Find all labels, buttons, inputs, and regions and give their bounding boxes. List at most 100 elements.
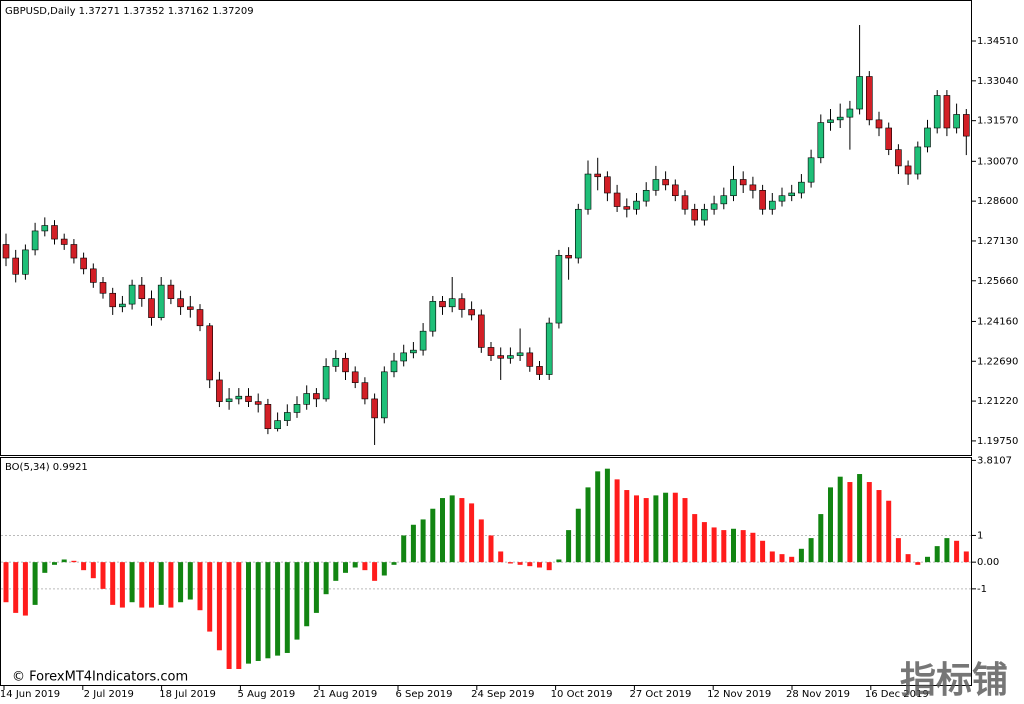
candle-body	[555, 255, 563, 324]
candle-body	[652, 179, 660, 191]
histogram-bar	[954, 540, 960, 563]
candle-body	[235, 395, 243, 400]
histogram-bar	[769, 551, 775, 563]
x-tick-label: 14 Jun 2019	[0, 689, 60, 700]
candle-body	[439, 301, 446, 308]
candle-body	[380, 371, 388, 419]
candle-body	[22, 249, 29, 275]
histogram-bar	[546, 562, 552, 571]
candle-body	[342, 357, 349, 373]
candle-body	[545, 322, 553, 375]
candle-body	[477, 314, 485, 348]
histogram-bar	[672, 492, 678, 563]
histogram-bar	[517, 562, 523, 565]
y-tick-label: -1	[977, 584, 987, 595]
candle-body	[177, 298, 184, 308]
histogram-bar	[944, 538, 950, 563]
histogram-bar	[158, 562, 164, 605]
candle-body	[574, 208, 582, 259]
candle-body	[662, 179, 669, 186]
histogram-bar	[52, 562, 57, 565]
histogram-bar	[236, 562, 242, 669]
candle-body	[895, 149, 902, 167]
candle-body	[507, 355, 514, 359]
x-tick-label: 12 Nov 2019	[707, 689, 771, 700]
candle-body	[448, 298, 456, 308]
histogram-bar	[323, 562, 329, 595]
candle-body	[264, 404, 272, 430]
candle-body	[526, 352, 534, 367]
histogram-bar	[556, 559, 562, 563]
histogram-bar	[149, 562, 154, 608]
x-tick-label: 16 Dec 2019	[865, 689, 929, 700]
y-tick-label: 1	[977, 530, 983, 541]
histogram-bar	[963, 551, 969, 563]
candle-body	[60, 238, 68, 245]
histogram-bar	[352, 562, 358, 568]
candle-body	[633, 200, 640, 210]
histogram-bar	[216, 562, 222, 651]
histogram-bar	[313, 562, 319, 613]
histogram-bar	[372, 562, 378, 581]
histogram-bar	[187, 562, 193, 600]
histogram-bar	[391, 562, 397, 565]
candle-body	[31, 230, 39, 251]
y-tick-label: 1.31570	[977, 116, 1018, 127]
candle-body	[720, 195, 728, 205]
candle-body	[109, 292, 116, 308]
histogram-bar	[119, 562, 125, 608]
histogram-bar	[478, 519, 484, 563]
x-tick-label: 27 Oct 2019	[629, 689, 691, 700]
candle-body	[865, 76, 873, 121]
histogram-bar	[265, 562, 271, 659]
histogram-bar	[139, 562, 145, 608]
candle-body	[12, 257, 19, 275]
candle-body	[2, 244, 10, 259]
candle-body	[739, 179, 747, 186]
histogram-bar	[129, 562, 135, 603]
y-tick-label: 1.34510	[977, 36, 1018, 47]
candle-body	[419, 330, 427, 351]
histogram-bar	[604, 468, 610, 563]
candle-body	[245, 395, 252, 402]
candle-body	[701, 208, 708, 221]
candle-body	[759, 189, 766, 210]
histogram-bar	[789, 556, 795, 563]
candle-body	[254, 401, 262, 405]
histogram-bar	[692, 514, 698, 563]
candle-body	[904, 165, 912, 175]
candle-body	[536, 366, 543, 375]
x-tick-label: 24 Sep 2019	[471, 689, 534, 700]
histogram-bar	[32, 562, 38, 605]
candle-body	[70, 244, 78, 259]
histogram-bar	[178, 562, 184, 603]
histogram-bar	[653, 495, 659, 563]
copyright: © ForexMT4Indicators.com	[12, 670, 188, 685]
candle-body	[594, 173, 602, 178]
indicator-title: BO(5,34) 0.9921	[5, 462, 88, 473]
histogram-bar	[459, 498, 465, 563]
candle-body	[604, 176, 611, 194]
candle-body	[798, 181, 805, 194]
histogram-bar	[61, 559, 67, 563]
candle-body	[206, 325, 213, 381]
histogram-bar	[585, 487, 591, 563]
histogram-bar	[168, 562, 174, 608]
histogram-bar	[624, 490, 630, 563]
histogram-bar	[828, 487, 833, 563]
histogram-bar	[42, 562, 48, 573]
histogram-bar	[275, 562, 281, 656]
candle-body	[943, 95, 951, 129]
indicator-frame	[0, 457, 972, 686]
candle-body	[468, 309, 475, 316]
candle-body	[691, 208, 699, 221]
histogram-bar	[886, 500, 892, 563]
candle-body	[846, 108, 854, 118]
candle-body	[671, 184, 679, 197]
histogram-bar	[284, 562, 290, 653]
histogram-bar	[255, 562, 261, 661]
price-frame	[0, 0, 972, 456]
histogram-bar	[663, 492, 669, 563]
candle-body	[788, 192, 796, 197]
